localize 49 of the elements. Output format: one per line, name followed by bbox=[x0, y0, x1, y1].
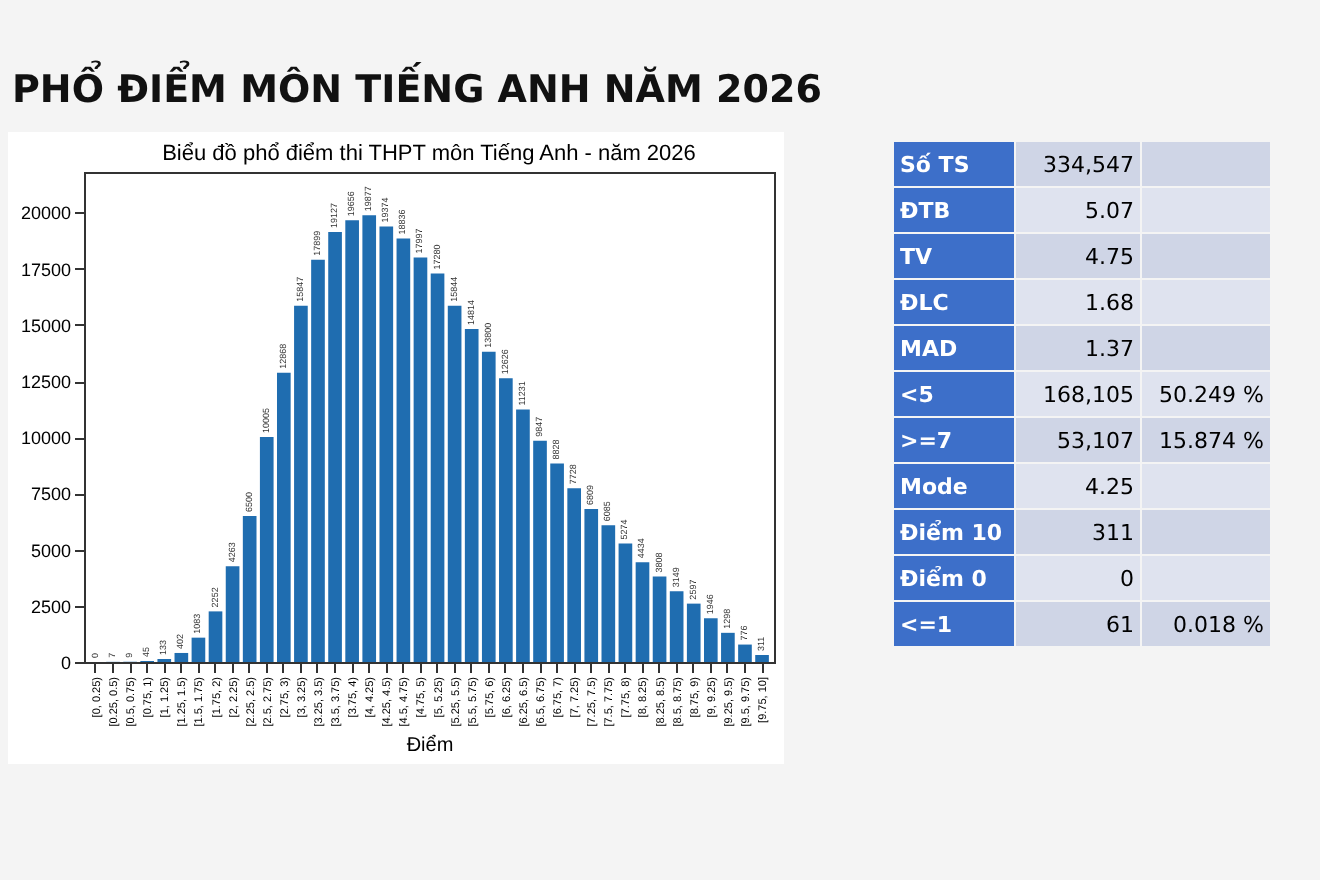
bar bbox=[618, 543, 633, 662]
bar bbox=[601, 525, 616, 662]
y-tick-label: 7500 bbox=[30, 484, 71, 505]
chart-title: Biểu đồ phổ điểm thi THPT môn Tiếng Anh - năm 2026 bbox=[162, 142, 696, 166]
category-label: Điểm 10 bbox=[900, 519, 1003, 545]
y-tick-label: 17500 bbox=[20, 259, 71, 280]
category-label: TV bbox=[900, 243, 933, 269]
text: 5.07 bbox=[1085, 197, 1134, 223]
bar bbox=[208, 611, 223, 662]
bar bbox=[652, 576, 667, 662]
text: 4.25 bbox=[1085, 473, 1134, 499]
y-tick-label: 0 bbox=[60, 653, 71, 673]
text: 1.68 bbox=[1085, 289, 1134, 315]
bar bbox=[174, 652, 189, 662]
category-label: Điểm 0 bbox=[900, 565, 987, 591]
text: 15.874 % bbox=[1159, 427, 1264, 453]
text: 1.37 bbox=[1085, 335, 1134, 361]
category-label: MAD bbox=[900, 335, 958, 361]
bar bbox=[191, 637, 206, 662]
x-axis-title: Điểm bbox=[406, 732, 454, 757]
y-tick-label: 5000 bbox=[30, 540, 71, 561]
category-label: ĐLC bbox=[900, 289, 949, 315]
text: 50.249 % bbox=[1159, 381, 1264, 407]
text: 53,107 bbox=[1057, 427, 1134, 453]
text: 0.018 % bbox=[1173, 611, 1264, 637]
bar bbox=[413, 257, 428, 662]
y-tick-label: 2500 bbox=[30, 596, 71, 617]
y-tick-label: 12500 bbox=[20, 372, 71, 393]
text: 168,105 bbox=[1043, 381, 1134, 407]
category-label: <=1 bbox=[900, 611, 953, 637]
text: 334,547 bbox=[1043, 151, 1134, 177]
bar bbox=[635, 562, 650, 662]
y-tick-label: 20000 bbox=[20, 203, 71, 224]
category-label: <5 bbox=[900, 381, 934, 407]
text: 311 bbox=[1092, 519, 1134, 545]
bar bbox=[396, 238, 411, 662]
y-tick-label: 15000 bbox=[20, 315, 71, 336]
category-label: Mode bbox=[900, 473, 968, 499]
bar bbox=[430, 273, 445, 662]
category-label: ĐTB bbox=[900, 197, 951, 223]
text: 0 bbox=[1120, 565, 1134, 591]
text: 61 bbox=[1106, 611, 1134, 637]
category-label: Số TS bbox=[900, 151, 970, 177]
text: 4.75 bbox=[1085, 243, 1134, 269]
bar bbox=[225, 566, 240, 662]
bar bbox=[669, 591, 684, 662]
category-label: >=7 bbox=[900, 427, 953, 453]
y-tick-label: 10000 bbox=[20, 428, 71, 449]
bar bbox=[447, 305, 462, 662]
